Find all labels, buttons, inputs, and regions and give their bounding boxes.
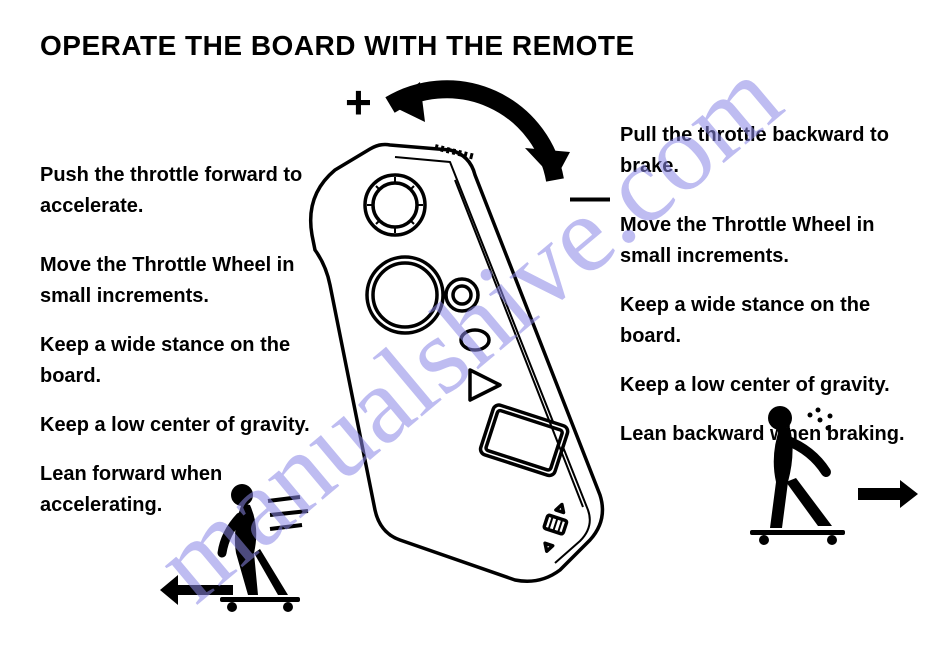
- accelerate-tip: Keep a wide stance on the board.: [40, 330, 320, 392]
- page-title: OPERATE THE BOARD WITH THE REMOTE: [40, 30, 635, 62]
- accelerate-tip: Move the Throttle Wheel in small increme…: [40, 250, 320, 312]
- skater-braking-icon: [740, 400, 920, 550]
- brake-tip: Move the Throttle Wheel in small increme…: [620, 210, 910, 272]
- accelerate-tip: Keep a low center of gravity.: [40, 410, 320, 441]
- accelerate-lead: Push the throttle forward to accelerate.: [40, 160, 320, 222]
- manual-page: OPERATE THE BOARD WITH THE REMOTE manual…: [0, 0, 935, 659]
- brake-lead: Pull the throttle backward to brake.: [620, 120, 910, 182]
- skater-accelerating-icon: [160, 475, 320, 615]
- plus-icon: +: [345, 75, 372, 129]
- throttle-direction-arrow-icon: [360, 70, 590, 220]
- brake-tip: Keep a low center of gravity.: [620, 370, 910, 401]
- minus-icon: —: [570, 175, 610, 220]
- brake-tip: Keep a wide stance on the board.: [620, 290, 910, 352]
